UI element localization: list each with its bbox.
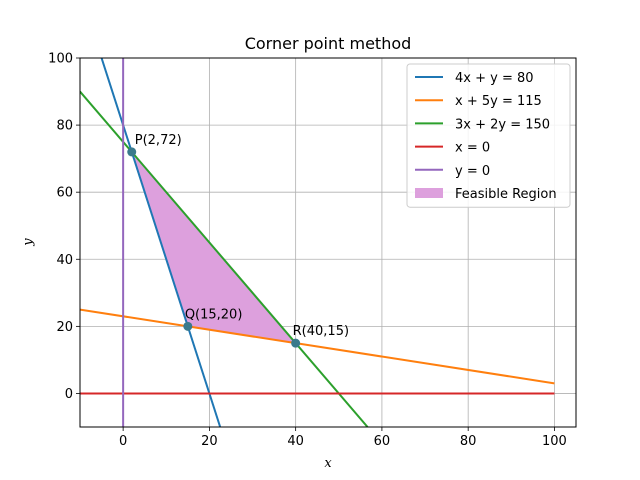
corner-points <box>127 147 301 348</box>
y-tick-label: 0 <box>65 387 73 402</box>
legend-label: x = 0 <box>455 141 490 156</box>
legend-label: x + 5y = 115 <box>455 94 542 109</box>
legend-label: Feasible Region <box>455 187 557 202</box>
x-tick-label: 60 <box>374 434 391 449</box>
x-tick-label: 40 <box>287 434 304 449</box>
plot-frame <box>79 57 577 428</box>
y-tick-label: 60 <box>56 186 73 201</box>
legend-label: 3x + 2y = 150 <box>455 117 550 132</box>
x-tick-label: 20 <box>201 434 218 449</box>
legend-label: 4x + y = 80 <box>455 71 534 86</box>
corner-point-marker <box>183 321 193 331</box>
y-tick-label: 100 <box>48 52 73 67</box>
corner-point-label: R(40,15) <box>293 324 349 339</box>
series-line-1 <box>80 308 555 385</box>
x-tick-label: 100 <box>542 434 567 449</box>
annotations: P(2,72) Q(15,20) R(40,15) <box>135 133 349 339</box>
series-lines <box>80 58 555 427</box>
axis-ticks: 0 20 40 60 80 100 0 20 40 60 80 100 <box>48 52 567 450</box>
x-tick-label: 80 <box>460 434 477 449</box>
legend: 4x + y = 80 x + 5y = 115 3x + 2y = 150 x = … <box>406 63 571 208</box>
x-axis-label: x <box>324 456 332 471</box>
legend-label: y = 0 <box>455 164 490 179</box>
y-tick-label: 40 <box>56 253 73 268</box>
y-tick-label: 80 <box>56 119 73 134</box>
x-tick-label: 0 <box>119 434 127 449</box>
series-line-2 <box>80 90 369 427</box>
corner-point-marker <box>291 338 301 348</box>
chart-title: Corner point method <box>245 34 412 53</box>
corner-point-label: P(2,72) <box>135 133 182 148</box>
y-tick-label: 20 <box>56 320 73 335</box>
corner-point-label: Q(15,20) <box>185 307 243 322</box>
legend-swatch-region <box>415 188 443 198</box>
y-axis-label: y <box>21 238 36 247</box>
legend-box <box>406 63 571 208</box>
series-line-0 <box>100 58 222 427</box>
corner-point-marker <box>127 147 137 157</box>
